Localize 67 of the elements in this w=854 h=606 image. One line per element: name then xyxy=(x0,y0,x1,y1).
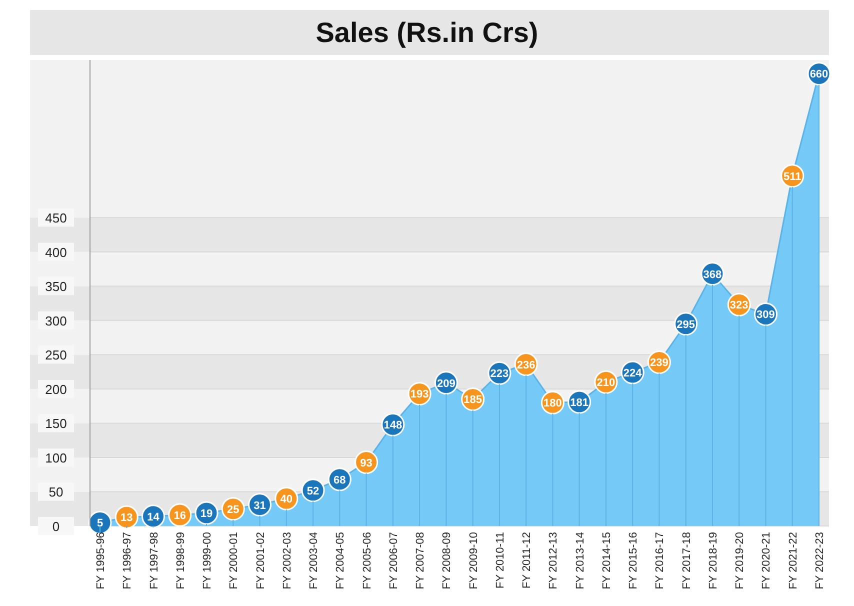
y-tick-label: 150 xyxy=(45,416,67,432)
x-tick-label: FY 2022-23 xyxy=(814,532,826,590)
data-label: 209 xyxy=(437,378,456,390)
data-label: 40 xyxy=(280,494,293,506)
y-tick-label: 50 xyxy=(48,484,64,500)
data-label: 13 xyxy=(120,512,133,524)
x-tick-label: FY 2009-10 xyxy=(468,532,480,590)
data-label: 236 xyxy=(516,359,536,372)
data-label: 239 xyxy=(650,357,668,370)
data-label: 368 xyxy=(703,268,722,281)
chart-title: Sales (Rs.in Crs) xyxy=(316,17,538,48)
x-tick-label: FY 2014-15 xyxy=(600,532,613,590)
x-tick-label: FY 2011-12 xyxy=(521,532,534,588)
y-tick-label: 350 xyxy=(45,279,67,294)
data-label: 511 xyxy=(783,170,802,183)
x-tick-label: FY 1997-98 xyxy=(148,532,160,590)
y-tick-label: 450 xyxy=(45,210,67,226)
y-tick-label: 100 xyxy=(45,450,67,466)
data-label: 193 xyxy=(410,388,429,401)
x-tick-label: FY 2021-22 xyxy=(787,532,800,590)
data-label: 660 xyxy=(810,68,828,81)
x-tick-label: FY 1995-96 xyxy=(95,532,107,590)
x-tick-label: FY 2002-03 xyxy=(281,532,294,590)
x-tick-label: FY 2001-02 xyxy=(254,532,267,590)
data-label: 309 xyxy=(756,309,775,322)
data-label: 16 xyxy=(174,510,186,522)
y-tick-label: 200 xyxy=(45,382,67,397)
x-tick-label: FY 2016-17 xyxy=(654,532,666,590)
data-label: 52 xyxy=(306,485,320,498)
x-tick-label: FY 1996-97 xyxy=(122,532,134,590)
x-tick-label: FY 2010-11 xyxy=(494,532,506,588)
y-tick-label: 300 xyxy=(45,313,67,328)
x-tick-label: FY 2006-07 xyxy=(388,532,400,590)
x-tick-label: FY 2004-05 xyxy=(334,532,347,590)
x-tick-label: FY 2008-09 xyxy=(441,532,454,590)
x-tick-label: FY 2013-14 xyxy=(574,532,586,590)
x-tick-label: FY 2012-13 xyxy=(548,532,560,590)
y-tick-label: 250 xyxy=(45,348,67,363)
x-tick-label: FY 2020-21 xyxy=(760,532,773,590)
data-label: 180 xyxy=(544,398,562,410)
data-label: 14 xyxy=(147,511,160,524)
y-tick-label: 0 xyxy=(52,519,60,534)
data-label: 223 xyxy=(490,368,509,380)
data-label: 19 xyxy=(200,508,213,520)
x-tick-label: FY 1999-00 xyxy=(202,532,214,590)
data-label: 295 xyxy=(676,318,696,331)
data-label: 224 xyxy=(623,367,643,380)
data-label: 25 xyxy=(227,504,240,516)
x-tick-label: FY 2005-06 xyxy=(361,532,374,590)
x-tick-label: FY 2015-16 xyxy=(628,532,640,590)
data-label: 210 xyxy=(596,377,616,390)
data-label: 68 xyxy=(334,474,346,486)
data-label: 323 xyxy=(730,300,748,312)
data-label: 185 xyxy=(464,394,482,406)
data-label: 31 xyxy=(254,500,266,512)
x-tick-label: FY 2017-18 xyxy=(680,532,693,590)
x-tick-label: FY 2018-19 xyxy=(707,532,720,590)
x-tick-label: FY 1998-99 xyxy=(174,532,187,590)
data-label: 5 xyxy=(96,518,104,530)
x-tick-label: FY 2000-01 xyxy=(228,532,240,590)
y-tick-label: 400 xyxy=(45,244,67,260)
data-label: 181 xyxy=(570,396,589,409)
x-tick-label: FY 2003-04 xyxy=(308,532,320,590)
data-label: 93 xyxy=(360,457,372,470)
x-tick-label: FY 2007-08 xyxy=(414,532,427,590)
x-tick-label: FY 2019-20 xyxy=(734,532,746,590)
data-label: 148 xyxy=(384,420,402,432)
